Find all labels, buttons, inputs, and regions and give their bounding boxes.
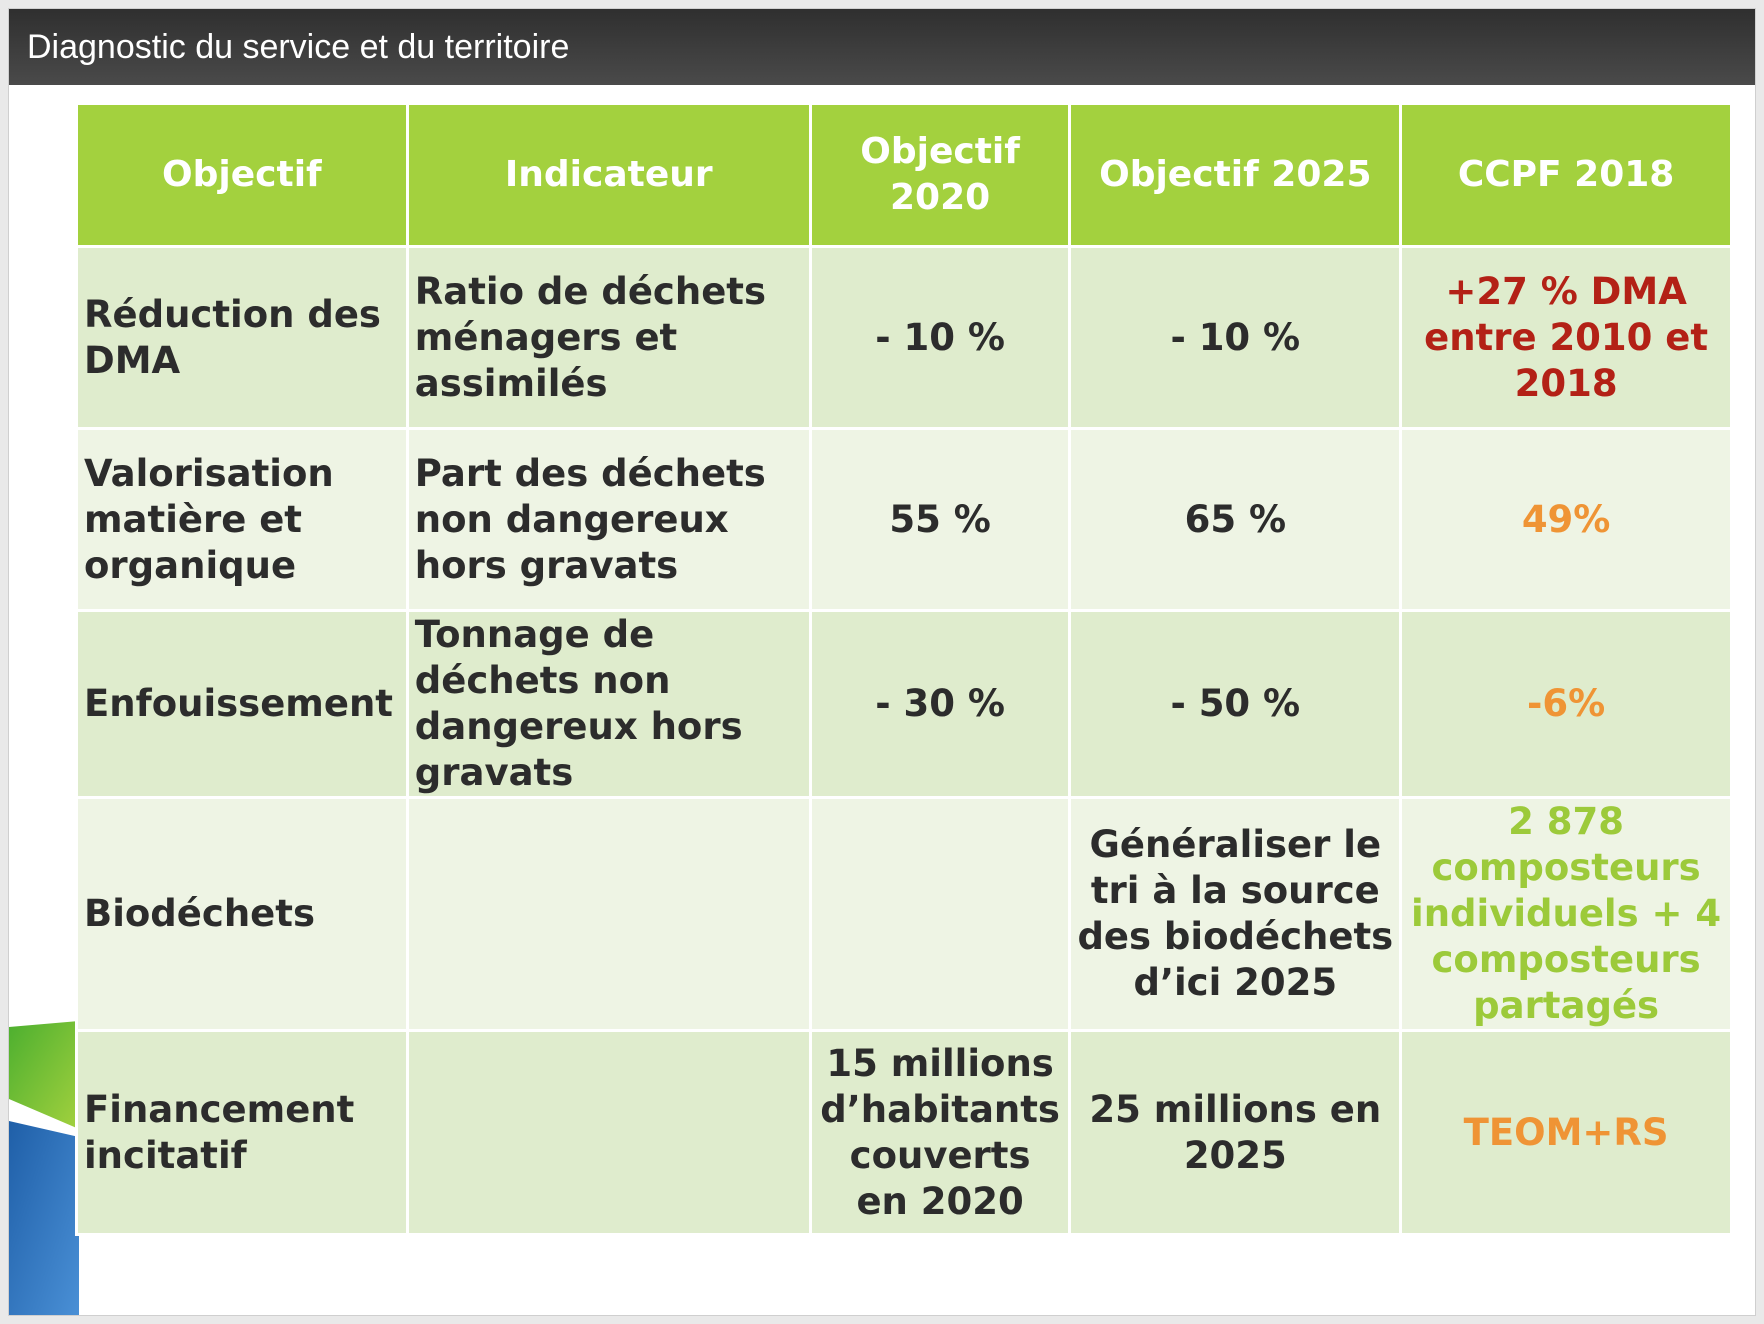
header-indicateur: Indicateur bbox=[405, 102, 812, 248]
slide-title: Diagnostic du service et du territoire bbox=[9, 9, 1755, 85]
cell-objectif: Réduction des DMA bbox=[75, 245, 409, 430]
table-row: Valorisation matière et organique Part d… bbox=[75, 427, 1733, 612]
cell-objectif-2025: Généraliser le tri à la source des biodé… bbox=[1068, 796, 1403, 1032]
cell-indicateur bbox=[405, 1029, 812, 1236]
cell-indicateur: Tonnage de déchets non dangereux hors gr… bbox=[405, 609, 812, 799]
cell-objectif-2020: - 30 % bbox=[808, 609, 1072, 799]
cell-ccpf-2018: TEOM+RS bbox=[1399, 1029, 1733, 1236]
header-objectif-2025: Objectif 2025 bbox=[1068, 102, 1403, 248]
table-row: Financement incitatif 15 millions d’habi… bbox=[75, 1029, 1733, 1236]
cell-objectif-2025: 65 % bbox=[1068, 427, 1403, 612]
objectives-table: Objectif Indicateur Objectif 2020 Object… bbox=[75, 102, 1733, 1236]
cell-objectif-2025: - 10 % bbox=[1068, 245, 1403, 430]
cell-indicateur: Ratio de déchets ménagers et assimilés bbox=[405, 245, 812, 430]
cell-objectif-2020: 15 millions d’habitants couverts en 2020 bbox=[808, 1029, 1072, 1236]
cell-indicateur: Part des déchets non dangereux hors grav… bbox=[405, 427, 812, 612]
cell-ccpf-2018: 2 878 composteurs individuels + 4 compos… bbox=[1399, 796, 1733, 1032]
table-row: Enfouissement Tonnage de déchets non dan… bbox=[75, 609, 1733, 799]
header-row: Objectif Indicateur Objectif 2020 Object… bbox=[75, 102, 1733, 248]
table-row: Réduction des DMA Ratio de déchets ménag… bbox=[75, 245, 1733, 430]
header-ccpf-2018: CCPF 2018 bbox=[1399, 102, 1733, 248]
decorative-corner-shapes bbox=[9, 1021, 79, 1315]
cell-ccpf-2018: +27 % DMA entre 2010 et 2018 bbox=[1399, 245, 1733, 430]
cell-ccpf-2018: -6% bbox=[1399, 609, 1733, 799]
cell-objectif: Enfouissement bbox=[75, 609, 409, 799]
cell-objectif-2020 bbox=[808, 796, 1072, 1032]
header-objectif: Objectif bbox=[75, 102, 409, 248]
cell-objectif-2025: - 50 % bbox=[1068, 609, 1403, 799]
cell-indicateur bbox=[405, 796, 812, 1032]
cell-objectif-2020: 55 % bbox=[808, 427, 1072, 612]
table-row: Biodéchets Généraliser le tri à la sourc… bbox=[75, 796, 1733, 1032]
cell-ccpf-2018: 49% bbox=[1399, 427, 1733, 612]
slide: Diagnostic du service et du territoire O… bbox=[9, 9, 1755, 1315]
cell-objectif: Financement incitatif bbox=[75, 1029, 409, 1236]
cell-objectif: Biodéchets bbox=[75, 796, 409, 1032]
cell-objectif-2020: - 10 % bbox=[808, 245, 1072, 430]
cell-objectif: Valorisation matière et organique bbox=[75, 427, 409, 612]
cell-objectif-2025: 25 millions en 2025 bbox=[1068, 1029, 1403, 1236]
header-objectif-2020: Objectif 2020 bbox=[808, 102, 1072, 248]
